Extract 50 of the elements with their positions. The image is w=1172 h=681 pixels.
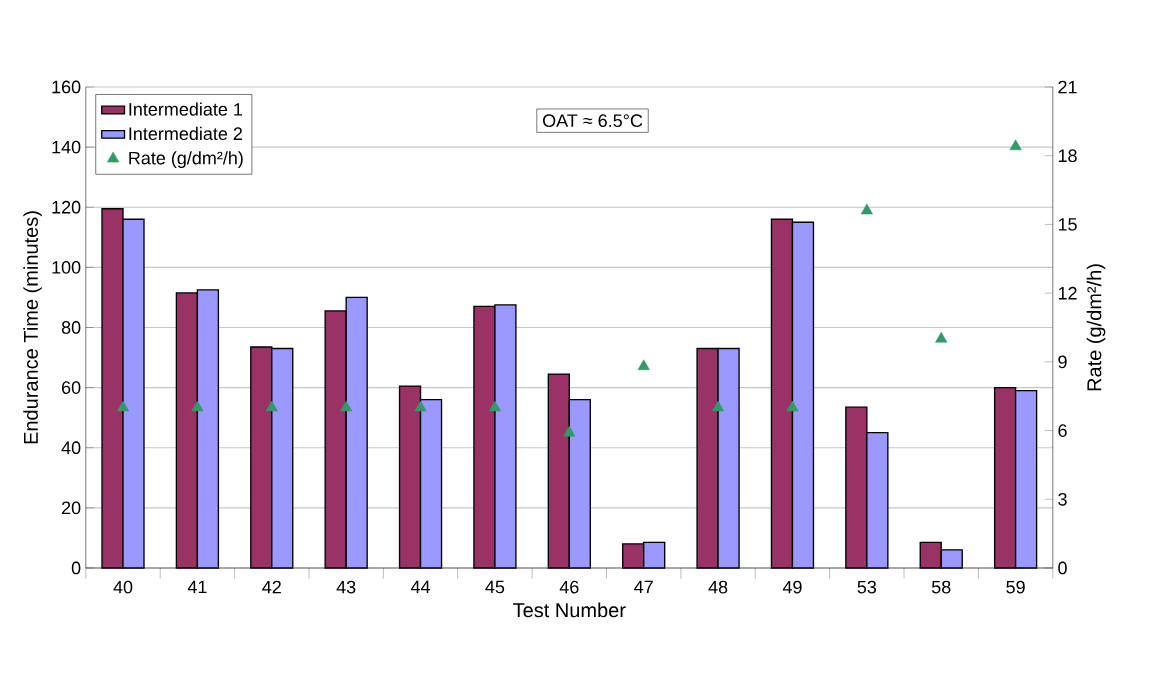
x-tick-label: 49 [782, 580, 802, 594]
x-tick-label: 40 [113, 580, 133, 594]
x-tick-label: 46 [559, 580, 579, 594]
y-tick-label: 160 [52, 80, 81, 94]
y2-tick-label: 18 [1058, 149, 1077, 163]
x-tick-label: 53 [857, 580, 877, 594]
point [414, 400, 427, 412]
point [935, 332, 948, 343]
x-tick-label: 45 [485, 580, 505, 594]
x-tick-label: 43 [336, 580, 356, 594]
point [786, 400, 799, 412]
y-tick-label: 20 [61, 501, 81, 515]
point [637, 359, 650, 371]
point [1009, 139, 1022, 151]
y2-tick-label: 0 [1058, 561, 1067, 575]
y2-axis-title: Rate (g/dm²/h) [1086, 264, 1106, 391]
point [563, 425, 576, 437]
point [265, 400, 278, 412]
legend-label: Rate (g/dm²/h) [129, 151, 243, 169]
y2-tick-label: 15 [1058, 218, 1077, 231]
point [488, 400, 501, 412]
y-tick-label: 60 [62, 381, 81, 394]
point [191, 400, 204, 412]
x-axis-title: Test Number [513, 602, 626, 618]
legend-label: Intermediate 1 [129, 102, 243, 116]
annotation: OAT ≈ 6.5°C [543, 114, 643, 128]
point [340, 400, 353, 412]
point [860, 203, 873, 215]
x-tick-label: 47 [634, 580, 653, 594]
y-axis-title: Endurance Time (minutes) [23, 211, 42, 444]
y-tick-label: 120 [52, 200, 81, 214]
legend-label: Intermediate 2 [129, 126, 242, 141]
y2-tick-label: 3 [1058, 492, 1067, 506]
point [116, 400, 130, 412]
x-tick-label: 48 [708, 580, 728, 594]
x-tick-label: 58 [931, 580, 951, 594]
x-tick-label: 41 [187, 580, 207, 594]
y-tick-label: 40 [61, 441, 81, 455]
y2-tick-label: 12 [1058, 286, 1077, 300]
x-tick-label: 59 [1006, 580, 1025, 594]
y2-tick-label: 9 [1058, 355, 1067, 369]
y-tick-label: 140 [52, 140, 81, 154]
y2-tick-label: 21 [1058, 80, 1077, 94]
y2-tick-label: 6 [1058, 424, 1067, 437]
y-tick-label: 0 [71, 561, 81, 575]
x-tick-label: 42 [262, 580, 281, 594]
x-tick-label: 44 [410, 580, 431, 594]
point [712, 400, 725, 412]
y-tick-label: 80 [61, 321, 81, 334]
y-tick-label: 100 [52, 260, 81, 274]
